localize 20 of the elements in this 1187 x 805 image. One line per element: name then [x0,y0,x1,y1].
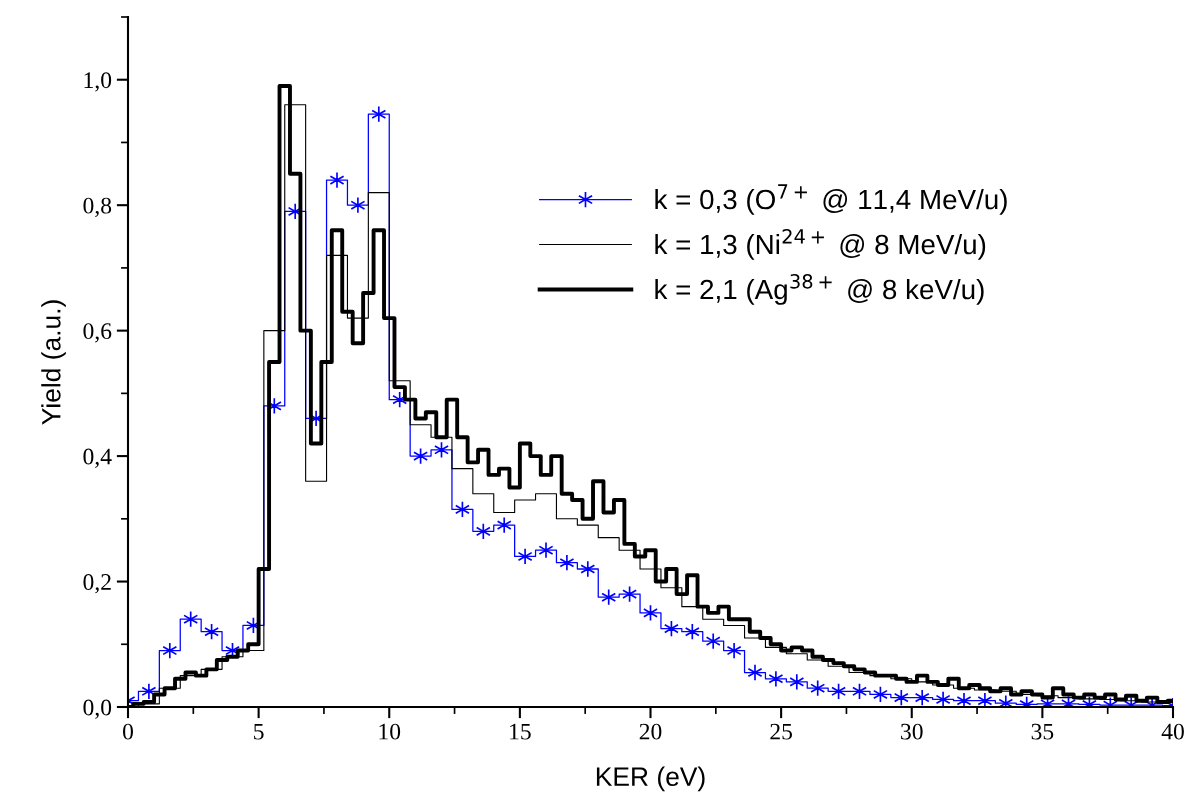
x-tick-label: 15 [510,723,531,740]
y-tick-label: 0,4 [83,448,112,468]
x-tick-label: 10 [379,723,401,740]
legend-label: k = 2,1 (Ag$^{38+}$ @ 8 keV/u) [655,274,984,305]
legend-label: k = 1,3 (Ni$^{24+}$ @ 8 MeV/u) [655,229,986,260]
x-tick-label: 35 [1031,723,1054,740]
x-tick-label: 30 [901,723,923,740]
x-tick-label: 5 [254,723,264,740]
x-tick-label: 20 [639,723,662,740]
y-axis-title: Yield (a.u.) [41,300,66,425]
x-tick-label: 0 [123,723,133,740]
x-tick-label: 40 [1161,723,1184,740]
y-tick-label: 0,0 [83,699,112,719]
y-tick-label: 0,8 [83,197,112,217]
y-tick-label: 0,6 [83,323,112,343]
x-tick-label: 25 [770,723,793,740]
x-axis-title: KER (eV) [596,766,705,792]
legend-label: k = 0,3 (O$^{7+}$ @ 11,4 MeV/u) [655,184,1007,215]
y-tick-label: 1,0 [84,72,112,92]
y-tick-label: 0,2 [83,574,111,594]
